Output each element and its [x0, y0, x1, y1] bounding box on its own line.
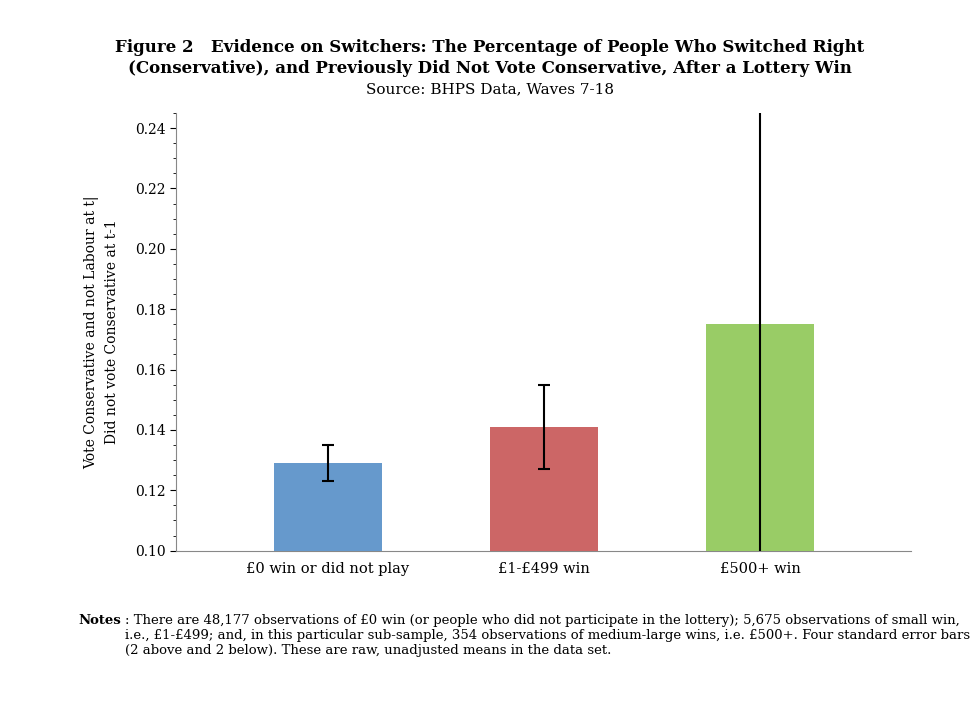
- Text: (Conservative), and Previously Did Not Vote Conservative, After a Lottery Win: (Conservative), and Previously Did Not V…: [128, 60, 852, 77]
- Text: Source: BHPS Data, Waves 7-18: Source: BHPS Data, Waves 7-18: [366, 83, 614, 97]
- Text: : There are 48,177 observations of £0 win (or people who did not participate in : : There are 48,177 observations of £0 wi…: [125, 614, 970, 657]
- Y-axis label: Vote Conservative and not Labour at t|
Did not vote Conservative at t-1: Vote Conservative and not Labour at t| D…: [84, 195, 119, 469]
- Text: Figure 2   Evidence on Switchers: The Percentage of People Who Switched Right: Figure 2 Evidence on Switchers: The Perc…: [116, 39, 864, 56]
- Bar: [273, 463, 382, 551]
- FancyBboxPatch shape: [147, 95, 941, 568]
- Bar: [706, 324, 814, 551]
- Bar: [490, 427, 598, 551]
- Text: Notes: Notes: [78, 614, 122, 627]
